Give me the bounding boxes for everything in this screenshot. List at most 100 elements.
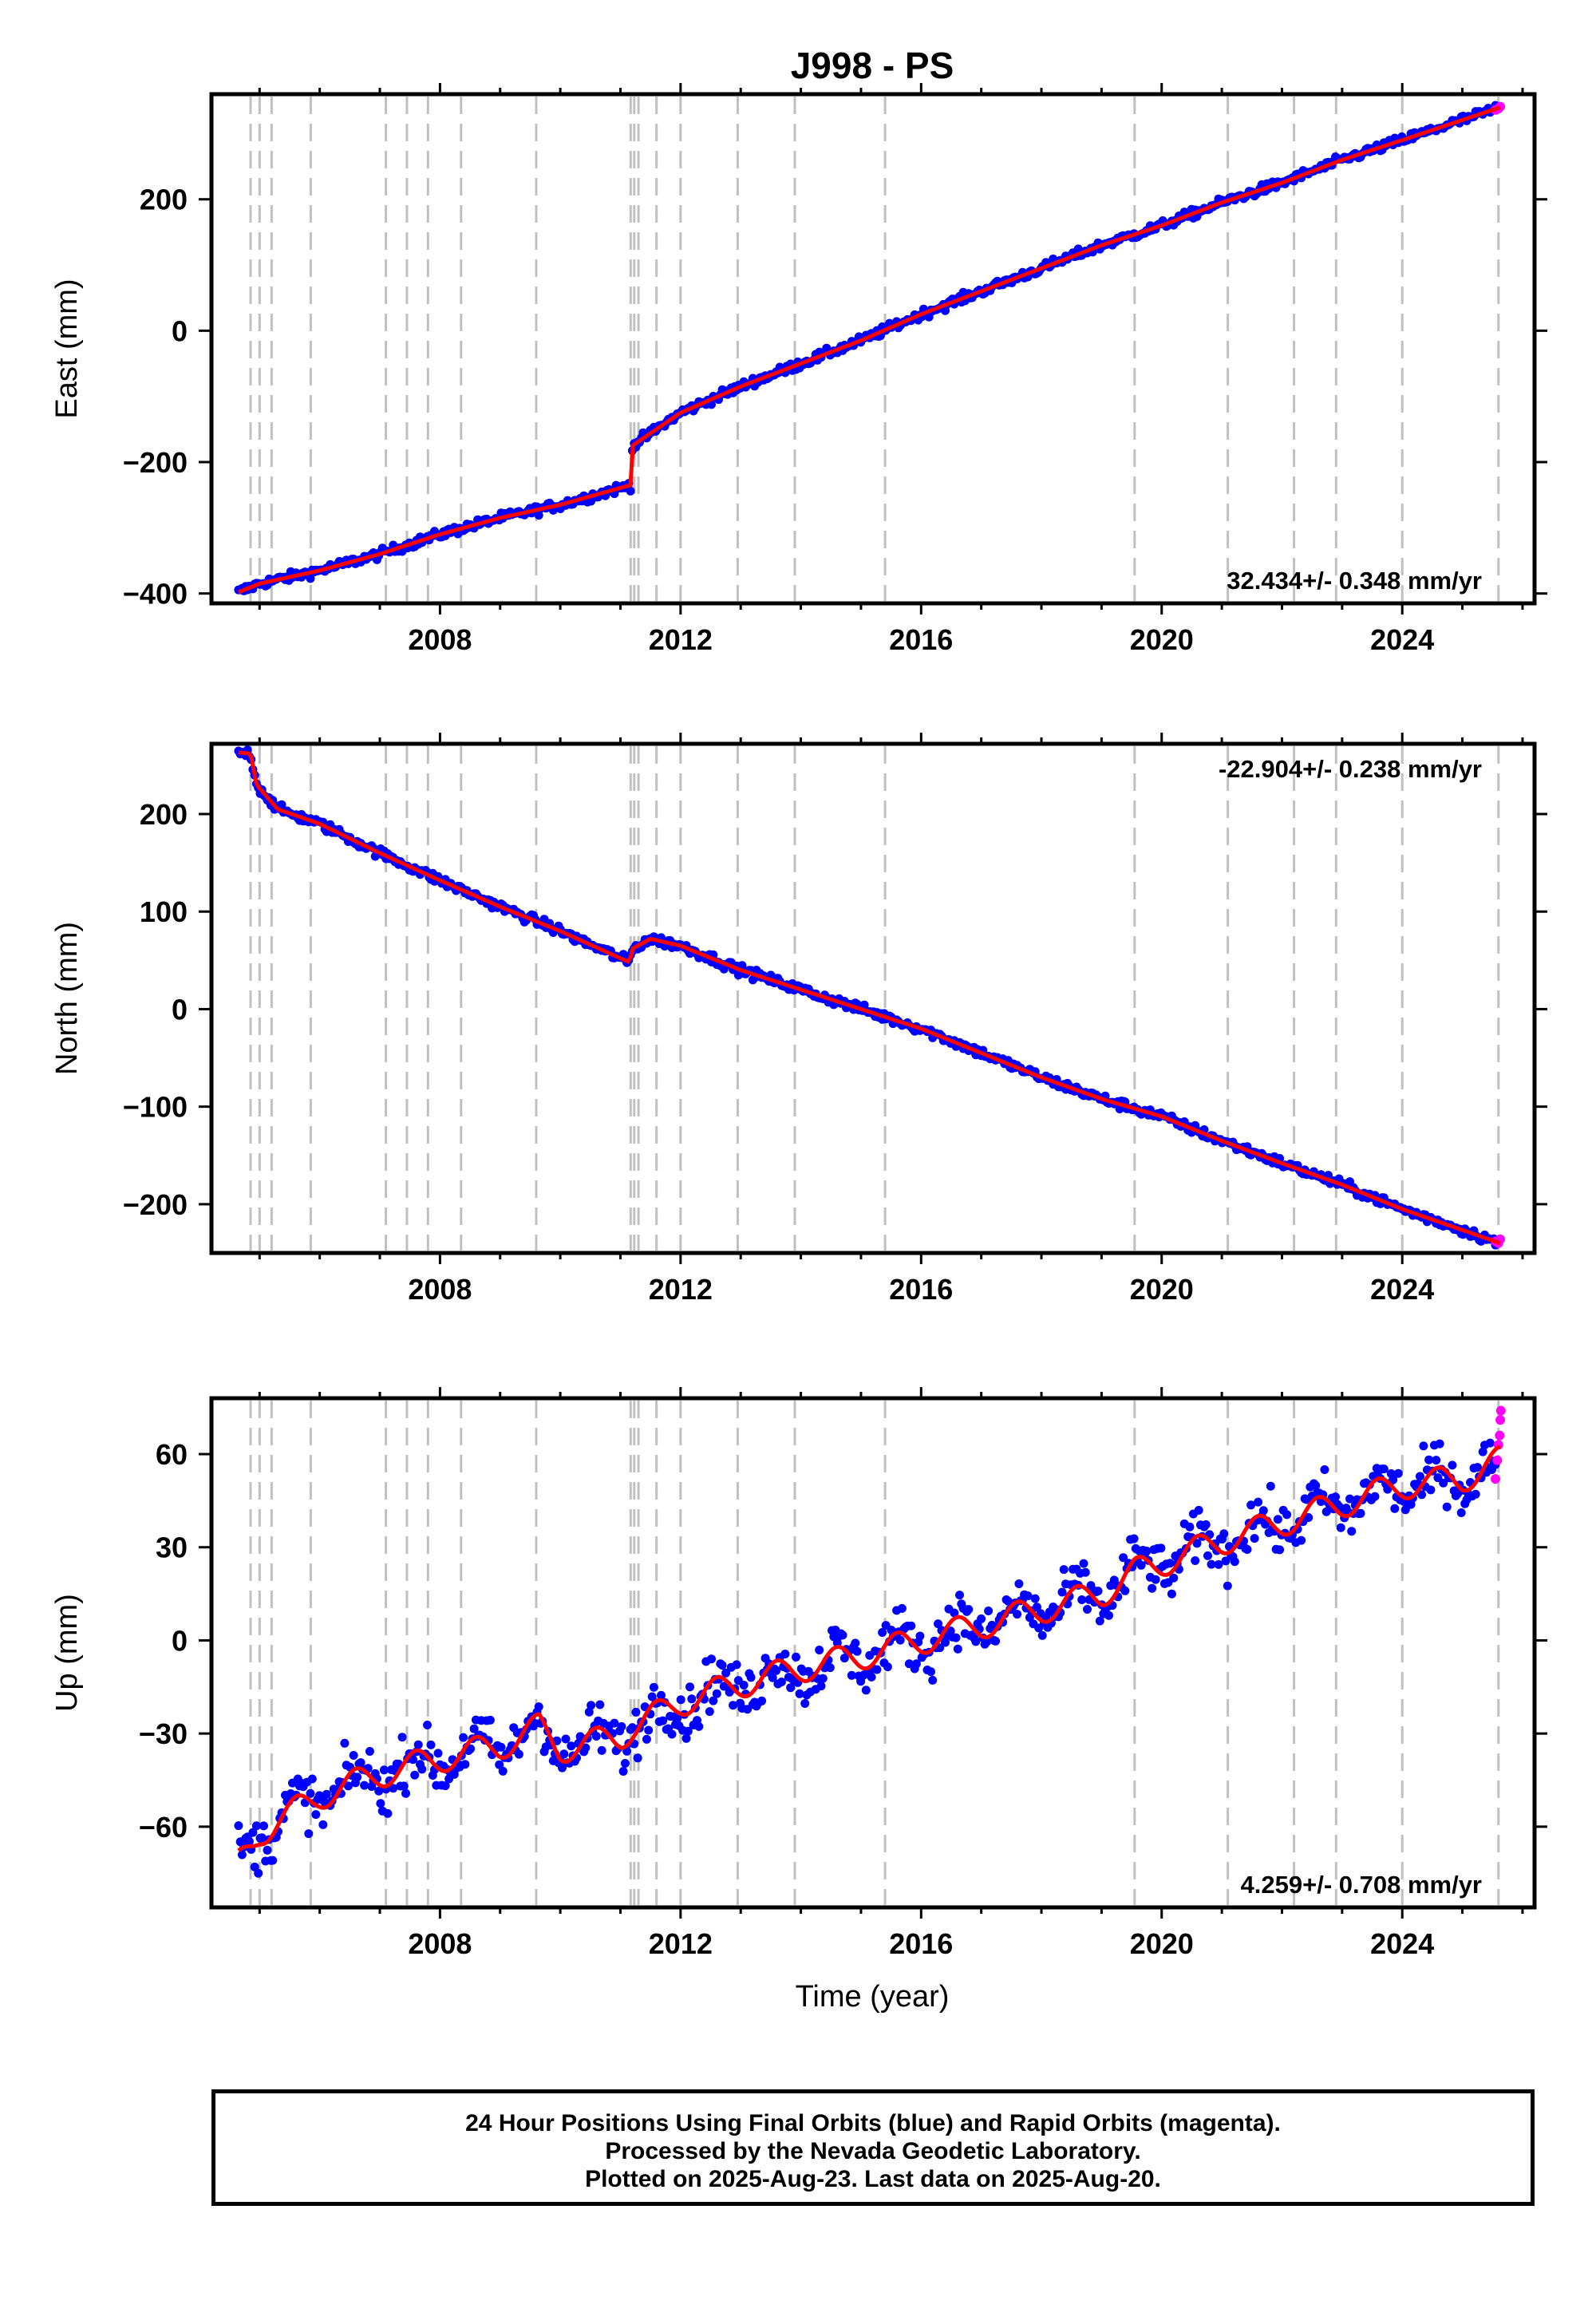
up-final-orbit-point (1080, 1567, 1090, 1577)
up-x-tick-label-4: 2024 (1370, 1927, 1434, 1960)
up-final-orbit-point (1136, 1560, 1146, 1570)
up-final-orbit-point (1435, 1439, 1444, 1449)
east-y-tick-label-0: −400 (123, 578, 188, 611)
north-y-tick-label-4: 200 (140, 798, 188, 831)
up-final-orbit-point (423, 1721, 432, 1729)
up-final-orbit-point (746, 1673, 756, 1682)
up-plot-frame (209, 1396, 1537, 1910)
up-final-orbit-point (376, 1799, 385, 1808)
up-final-orbit-point (642, 1734, 651, 1744)
up-final-orbit-point (709, 1696, 718, 1705)
up-final-orbit-point (982, 1638, 991, 1646)
up-final-orbit-point (322, 1789, 331, 1799)
up-final-orbit-point (1014, 1579, 1024, 1588)
up-final-orbit-point (649, 1682, 658, 1692)
up-final-orbit-point (307, 1774, 317, 1784)
up-final-orbit-point (872, 1665, 882, 1674)
up-final-orbit-point (800, 1699, 810, 1708)
up-final-orbit-point (867, 1672, 876, 1682)
up-final-orbit-point (1129, 1534, 1139, 1543)
up-final-orbit-point (409, 1755, 417, 1765)
up-final-orbit-point (597, 1745, 606, 1755)
chart-title: J998 - PS (791, 45, 954, 86)
up-final-orbit-point (1242, 1545, 1252, 1554)
north-y-tick-label-1: −100 (123, 1091, 188, 1124)
up-final-orbit-point (851, 1638, 860, 1648)
up-final-orbit-point (1424, 1455, 1434, 1464)
up-final-orbit-point (268, 1856, 278, 1865)
up-final-orbit-point (977, 1614, 986, 1623)
north-plot-frame (209, 741, 1537, 1255)
up-final-orbit-point (1426, 1485, 1436, 1495)
up-final-orbit-point (1034, 1623, 1044, 1633)
caption-line-3: Plotted on 2025-Aug-23. Last data on 202… (585, 2166, 1161, 2192)
up-final-orbit-point (897, 1603, 907, 1613)
up-rapid-orbit-point-4 (1495, 1415, 1506, 1425)
up-final-orbit-point (1419, 1441, 1428, 1451)
east-y-axis-label: East (mm) (50, 279, 84, 418)
up-final-orbit-point (410, 1770, 420, 1780)
north-y-tick-label-2: 0 (172, 993, 188, 1026)
up-final-orbit-point (426, 1740, 436, 1749)
up-final-orbit-point (343, 1781, 353, 1791)
up-final-orbit-point (685, 1682, 694, 1692)
up-final-orbit-point (971, 1637, 981, 1646)
up-final-orbit-point (694, 1721, 704, 1731)
up-final-orbit-point (356, 1758, 365, 1768)
up-final-orbit-point (1032, 1603, 1041, 1612)
up-x-tick-label-1: 2012 (649, 1927, 713, 1960)
east-y-tick-label-2: 0 (172, 314, 188, 347)
up-final-orbit-point (926, 1667, 935, 1677)
up-final-orbit-point (772, 1666, 781, 1675)
up-final-orbit-point (847, 1670, 856, 1680)
up-rate-annotation: 4.259+/- 0.708 mm/yr (1241, 1871, 1482, 1899)
up-final-orbit-point (1120, 1586, 1130, 1595)
up-final-orbit-point (1254, 1497, 1263, 1507)
east-x-tick-label-4: 2024 (1370, 623, 1434, 656)
up-final-orbit-point (469, 1724, 479, 1733)
up-final-orbit-point (1250, 1534, 1259, 1543)
north-x-tick-label-4: 2024 (1370, 1273, 1434, 1306)
up-final-orbit-point (687, 1694, 697, 1704)
up-final-orbit-point (658, 1716, 668, 1725)
north-x-tick-label-1: 2012 (649, 1273, 713, 1306)
up-final-orbit-point (251, 1821, 261, 1831)
up-final-orbit-point (683, 1726, 693, 1736)
up-final-orbit-point (1297, 1535, 1306, 1545)
up-final-orbit-point (618, 1767, 628, 1776)
up-final-orbit-point (928, 1675, 938, 1685)
east-final-orbit-point (626, 486, 635, 496)
up-final-orbit-point (1478, 1447, 1487, 1456)
up-final-orbit-point (1077, 1595, 1087, 1604)
up-final-orbit-point (244, 1836, 254, 1846)
up-final-orbit-point (627, 1723, 637, 1733)
up-final-orbit-point (717, 1661, 727, 1670)
up-final-orbit-point (657, 1690, 666, 1700)
up-final-orbit-point (496, 1742, 506, 1752)
up-final-orbit-point (254, 1868, 263, 1878)
up-final-orbit-point (1095, 1616, 1104, 1626)
up-final-orbit-point (681, 1733, 691, 1743)
east-x-tick-label-0: 2008 (408, 623, 472, 656)
up-y-tick-label-1: −30 (139, 1717, 188, 1750)
up-final-orbit-point (1439, 1478, 1448, 1488)
x-axis-label: Time (year) (796, 1980, 950, 2014)
up-final-orbit-point (839, 1654, 849, 1663)
up-final-orbit-point (1083, 1605, 1092, 1614)
up-final-orbit-point (818, 1674, 828, 1683)
up-final-orbit-point (729, 1701, 738, 1710)
east-y-tick-label-3: 200 (140, 184, 188, 216)
up-final-orbit-point (1258, 1506, 1268, 1516)
up-final-orbit-point (1304, 1513, 1314, 1522)
up-final-orbit-point (587, 1701, 596, 1710)
up-final-orbit-point (816, 1682, 826, 1691)
up-final-orbit-point (514, 1749, 523, 1759)
up-final-orbit-point (786, 1683, 796, 1693)
up-final-orbit-point (631, 1707, 641, 1717)
up-final-orbit-point (780, 1650, 790, 1658)
up-final-orbit-point (732, 1660, 741, 1670)
caption-box: 24 Hour Positions Using Final Orbits (bl… (211, 2089, 1535, 2206)
up-final-orbit-point (1169, 1573, 1179, 1583)
